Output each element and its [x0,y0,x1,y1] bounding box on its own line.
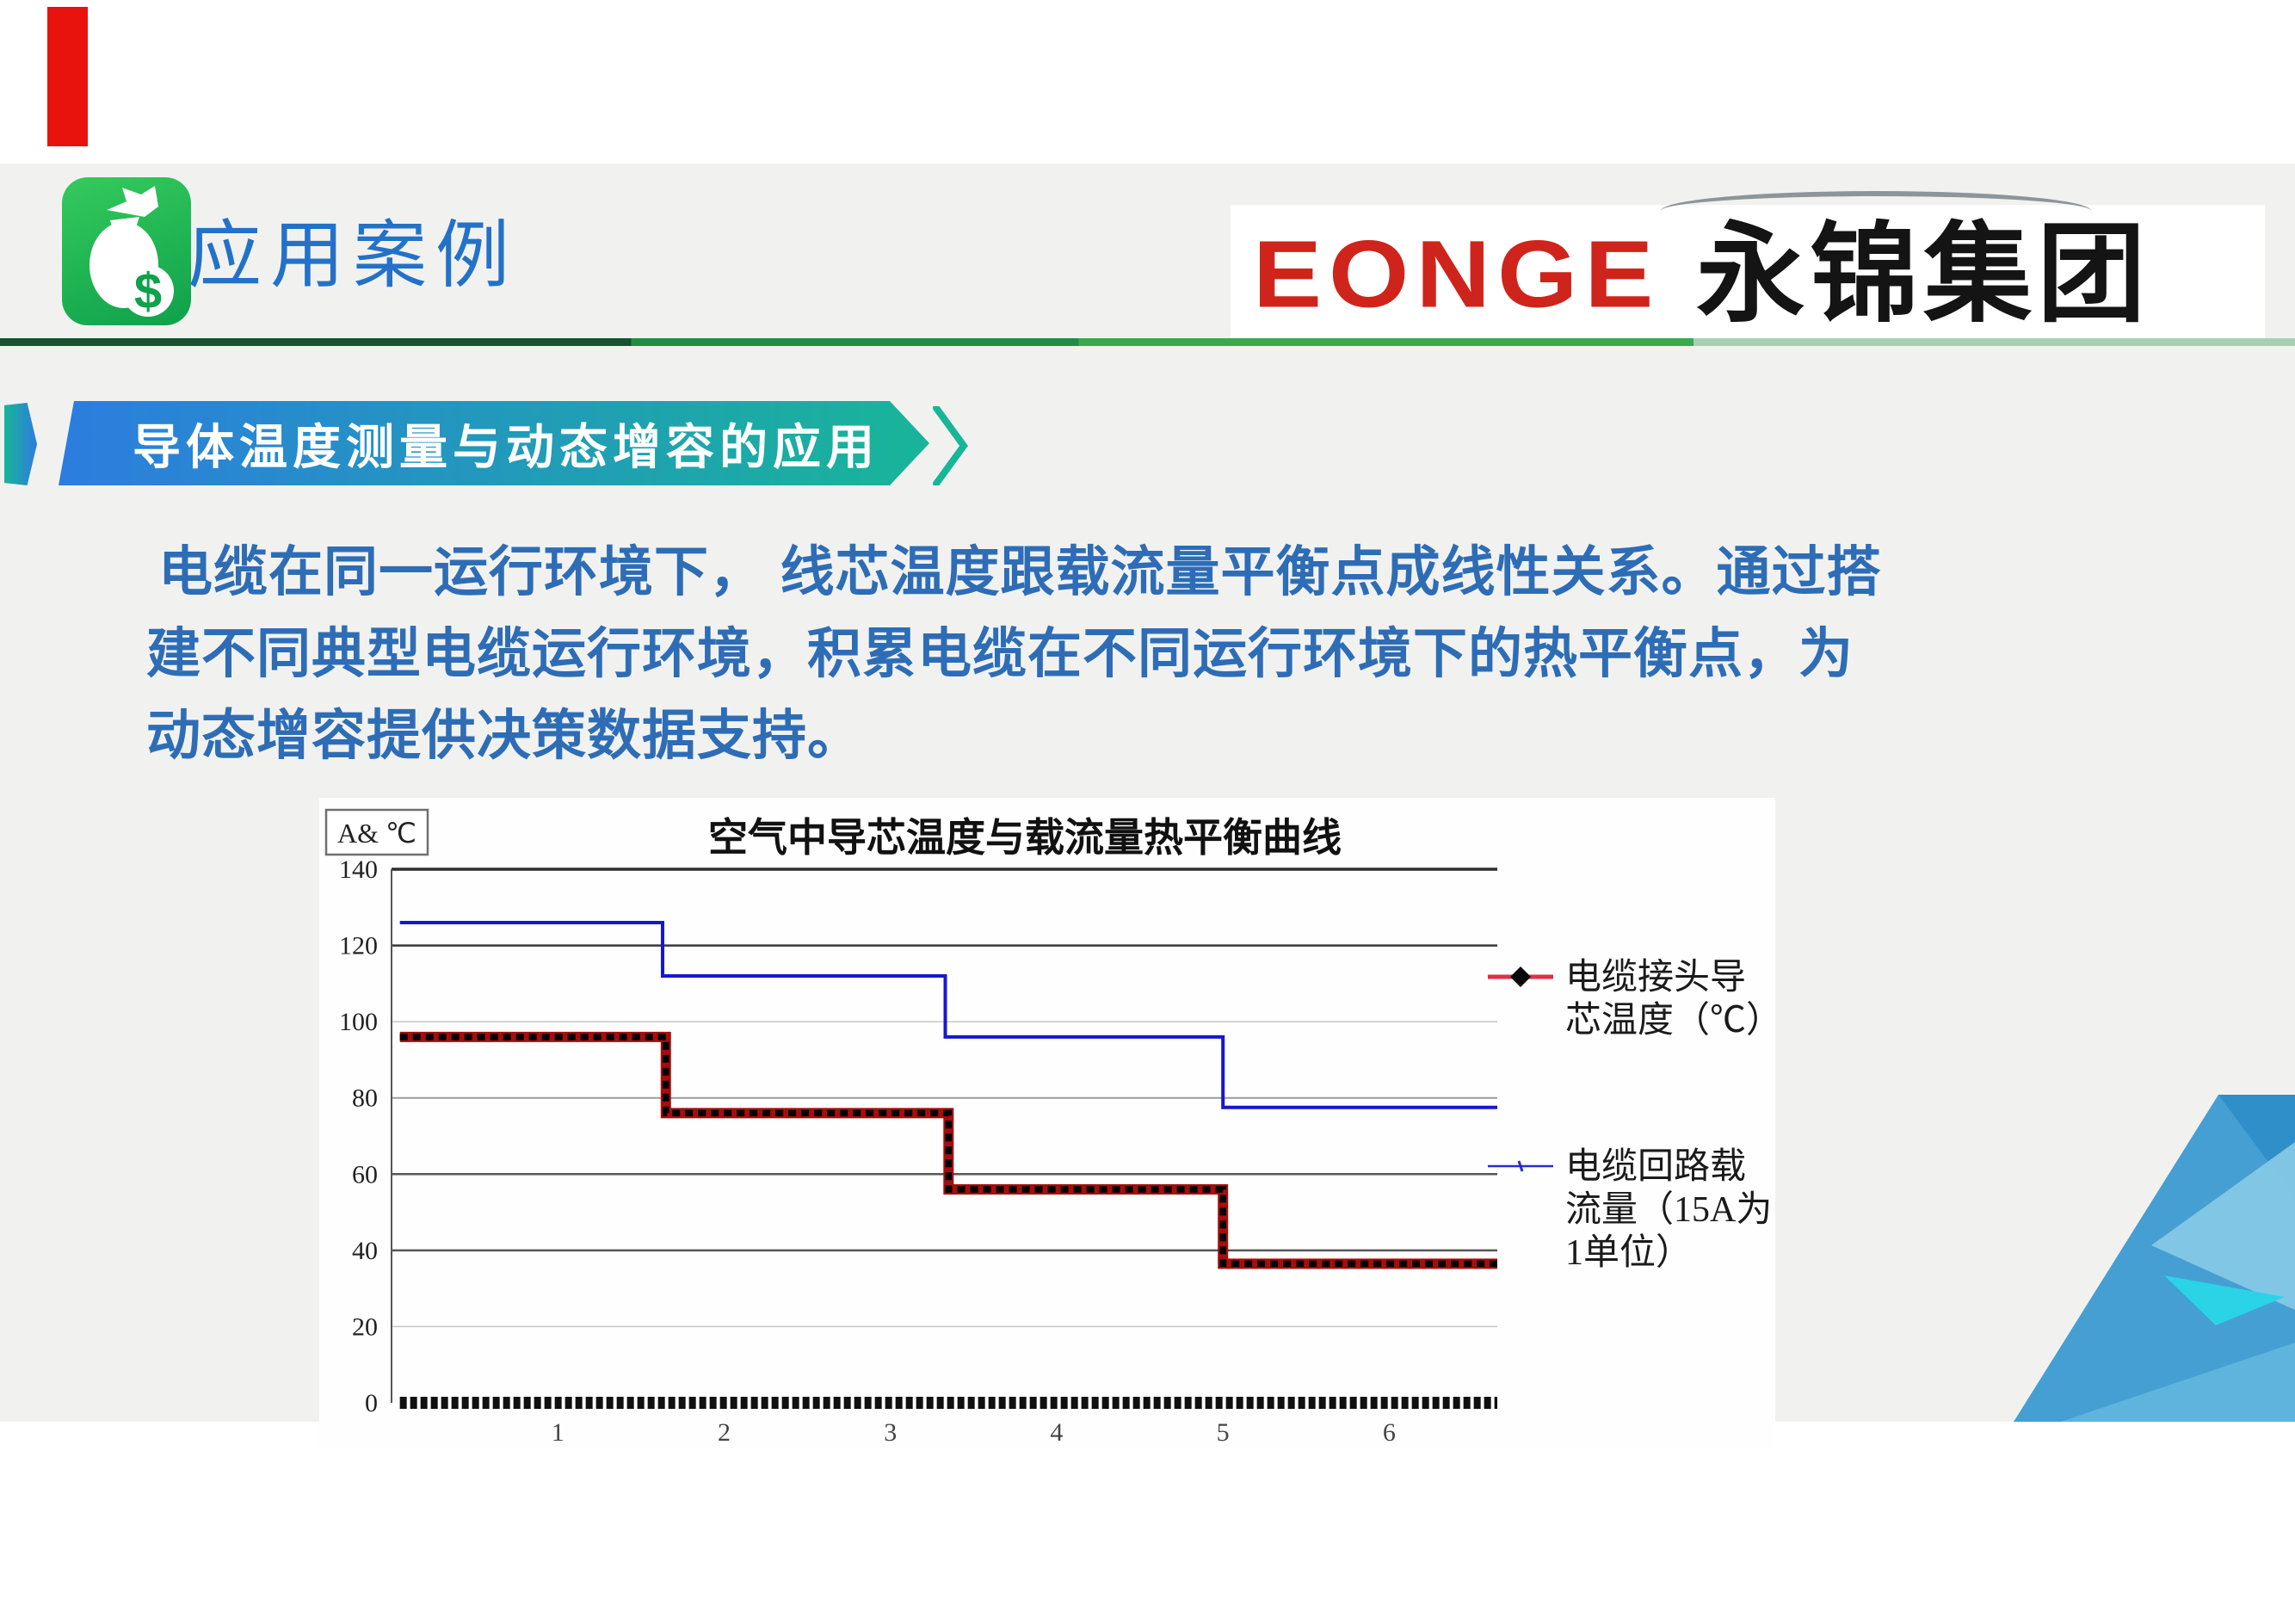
svg-text:2: 2 [718,1418,731,1447]
legend-diamond-marker [1510,966,1531,987]
chart-unit-box [324,808,429,856]
legend-label: 电缆接头导 [1565,958,1746,997]
chart-legend: 电缆接头导 芯温度（℃） 电缆回路载 流量（15A为 1单位） [1488,958,1775,1273]
thermal-balance-chart: 0 20 40 60 80 100 120 140 1 2 3 4 5 6 A& ℃ 空气中导芯温度与载流… [324,808,1775,1447]
chart-unit-label: A& ℃ [337,818,416,849]
section-banner: 导体温度测量与动态增容的应用 [50,401,929,485]
logo-swoosh-decoration [1661,191,2091,231]
banner-tail-chevron-icon [933,406,968,485]
paragraph-line: 动态增容提供决策数据支持。 [146,706,862,766]
svg-text:$: $ [134,263,162,319]
red-accent-bar [47,7,88,146]
page-title: 应用案例 [188,214,518,297]
chart-panel: 0 20 40 60 80 100 120 140 1 2 3 4 5 6 A& ℃ 空气中导芯温度与载流… [319,798,1775,1448]
company-logo: EONGE 永锦集团 [1231,191,2265,344]
svg-text:0: 0 [365,1389,378,1417]
legend-label: 1单位） [1565,1232,1692,1273]
svg-text:140: 140 [339,855,378,884]
svg-text:120: 120 [339,932,378,960]
logo-eonge-text: EONGE [1253,221,1661,328]
svg-text:60: 60 [352,1160,378,1189]
corner-polygon-decoration [2014,1095,2295,1422]
svg-text:5: 5 [1217,1418,1230,1447]
logo-cjk-text: 永锦集团 [1696,213,2151,335]
header-divider [0,338,2295,346]
money-bag-icon: $ [62,177,191,325]
svg-text:40: 40 [352,1237,378,1265]
chart-plot-area: 0 20 40 60 80 100 120 140 1 2 3 4 5 6 [339,855,1497,1447]
svg-text:20: 20 [352,1312,378,1341]
legend-label: 电缆回路载 [1565,1147,1746,1187]
paragraph-line: 建不同典型电缆运行环境，积累电缆在不同运行环境下的热平衡点，为 [146,624,1854,684]
legend-label: 芯温度（℃） [1565,1001,1775,1040]
svg-text:3: 3 [884,1418,897,1447]
svg-text:1: 1 [552,1418,564,1447]
svg-text:100: 100 [339,1008,378,1036]
paragraph-line: 电缆在同一运行环境下， 线芯温度跟载流量平衡点成线性关系。通过搭 [158,542,1882,602]
svg-text:80: 80 [352,1084,378,1113]
legend-tick-marker [1517,1160,1524,1172]
section-banner-label: 导体温度测量与动态增容的应用 [133,419,879,474]
legend-label: 流量（15A为 [1565,1190,1772,1230]
banner-left-chevron [4,403,37,485]
chart-title: 空气中导芯温度与载流量热平衡曲线 [708,816,1342,860]
body-paragraph: 电缆在同一运行环境下， 线芯温度跟载流量平衡点成线性关系。通过搭 建不同典型电缆… [146,532,2091,777]
money-bag-glyph: $ [89,186,174,319]
content-area: $ 应用案例 EONGE 永锦集团 导体温度测量与动态增容的应用 电缆在同一运行… [0,164,2295,1448]
svg-text:4: 4 [1050,1418,1063,1447]
svg-text:6: 6 [1383,1418,1396,1447]
